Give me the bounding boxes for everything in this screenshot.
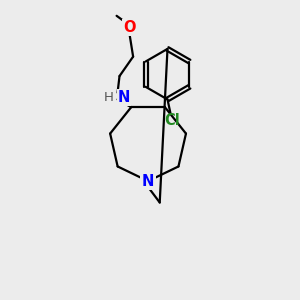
Text: H: H bbox=[104, 91, 114, 104]
Text: N: N bbox=[118, 90, 130, 105]
Text: Cl: Cl bbox=[164, 113, 180, 128]
Text: O: O bbox=[123, 20, 136, 35]
Text: N: N bbox=[142, 174, 154, 189]
